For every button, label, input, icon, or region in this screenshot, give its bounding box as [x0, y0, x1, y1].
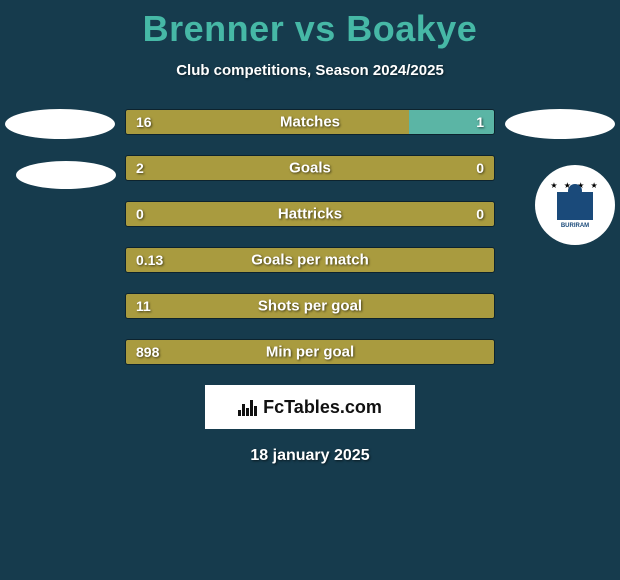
stat-label: Shots per goal: [258, 298, 362, 315]
stat-row-gpm: 0.13 Goals per match: [125, 247, 495, 273]
stat-label: Goals per match: [251, 252, 369, 269]
stat-row-matches: 16 Matches 1: [125, 109, 495, 135]
stat-row-hattricks: 0 Hattricks 0: [125, 201, 495, 227]
stat-value-left: 898: [136, 344, 159, 360]
footer-brand-text: FcTables.com: [263, 397, 382, 418]
stat-bar-left: [126, 110, 409, 134]
stat-label: Goals: [289, 160, 331, 177]
stat-row-mpg: 898 Min per goal: [125, 339, 495, 365]
stat-row-spg: 11 Shots per goal: [125, 293, 495, 319]
stats-bars: 16 Matches 1 2 Goals 0 0 Hattricks 0 0.1…: [125, 109, 495, 365]
stat-value-left: 0.13: [136, 252, 163, 268]
club-badge-left-1: [5, 109, 115, 139]
club-badge-left-2: [16, 161, 116, 189]
stat-value-right: 0: [476, 206, 484, 222]
stat-value-left: 0: [136, 206, 144, 222]
stat-value-left: 16: [136, 114, 152, 130]
stat-value-left: 11: [136, 298, 151, 314]
club-badge-right-1: [505, 109, 615, 139]
stat-label: Matches: [280, 114, 340, 131]
club-logo-right: ★ ★ ★ ★ BURIRAM: [535, 165, 615, 245]
chart-icon: [238, 398, 257, 416]
footer-brand-badge: FcTables.com: [205, 385, 415, 429]
stat-value-right: 1: [476, 114, 484, 130]
stat-row-goals: 2 Goals 0: [125, 155, 495, 181]
footer-date: 18 january 2025: [0, 447, 620, 465]
stat-value-right: 0: [476, 160, 484, 176]
page-title: Brenner vs Boakye: [0, 0, 620, 50]
stat-label: Min per goal: [266, 344, 354, 361]
club-logo-emblem-icon: [557, 192, 593, 220]
subtitle: Club competitions, Season 2024/2025: [0, 62, 620, 79]
stat-label: Hattricks: [278, 206, 342, 223]
comparison-area: ★ ★ ★ ★ BURIRAM 16 Matches 1 2 Goals 0 0…: [0, 109, 620, 365]
club-logo-label: BURIRAM: [561, 223, 589, 229]
stat-value-left: 2: [136, 160, 144, 176]
